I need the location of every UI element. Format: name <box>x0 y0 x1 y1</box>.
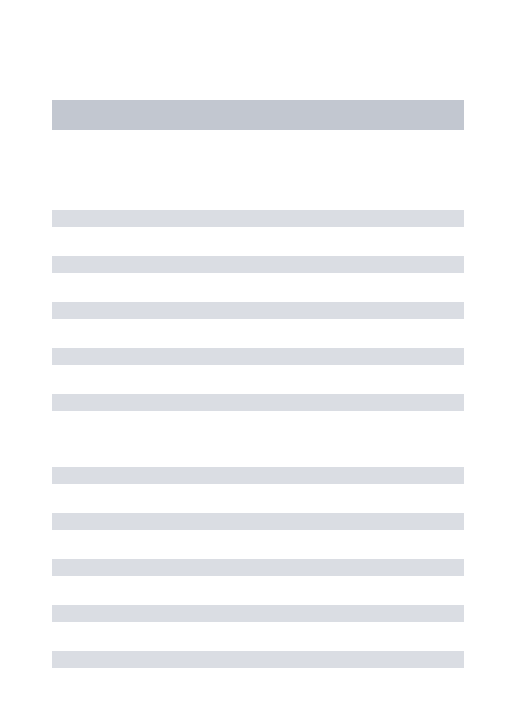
skeleton-line <box>52 513 464 530</box>
skeleton-line <box>52 467 464 484</box>
skeleton-section <box>52 210 464 411</box>
skeleton-section <box>52 467 464 668</box>
skeleton-line <box>52 394 464 411</box>
skeleton-line <box>52 605 464 622</box>
skeleton-line <box>52 302 464 319</box>
title-placeholder <box>52 100 464 130</box>
skeleton-container <box>0 0 516 668</box>
skeleton-line <box>52 210 464 227</box>
skeleton-line <box>52 256 464 273</box>
skeleton-line <box>52 651 464 668</box>
skeleton-line <box>52 559 464 576</box>
skeleton-line <box>52 348 464 365</box>
